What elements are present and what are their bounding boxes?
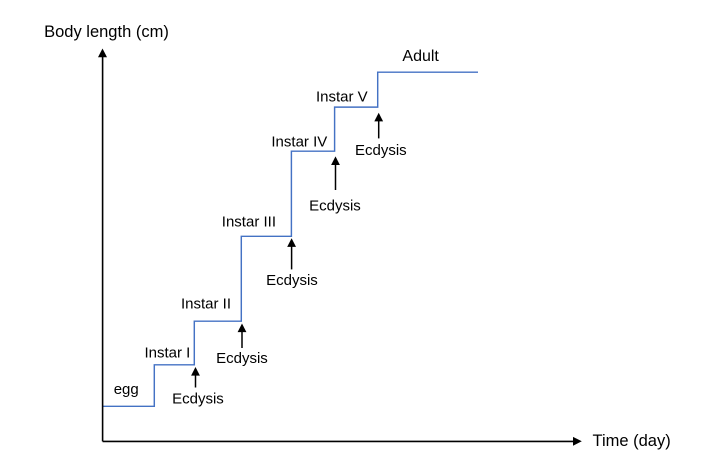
svg-text:Instar II: Instar II [181,296,231,313]
svg-text:egg: egg [114,381,139,398]
svg-text:Adult: Adult [402,48,439,65]
svg-text:Ecdysis: Ecdysis [216,350,268,367]
svg-text:Instar V: Instar V [316,89,368,106]
svg-text:Instar III: Instar III [222,214,276,231]
svg-text:Instar IV: Instar IV [271,134,327,151]
svg-text:Ecdysis: Ecdysis [355,142,407,159]
svg-text:Instar I: Instar I [145,345,191,362]
svg-text:Ecdysis: Ecdysis [172,391,224,408]
svg-text:Ecdysis: Ecdysis [309,198,361,215]
svg-text:Time (day): Time (day) [593,432,671,450]
svg-text:Ecdysis: Ecdysis [266,272,318,289]
svg-text:Body length (cm): Body length (cm) [44,23,169,41]
